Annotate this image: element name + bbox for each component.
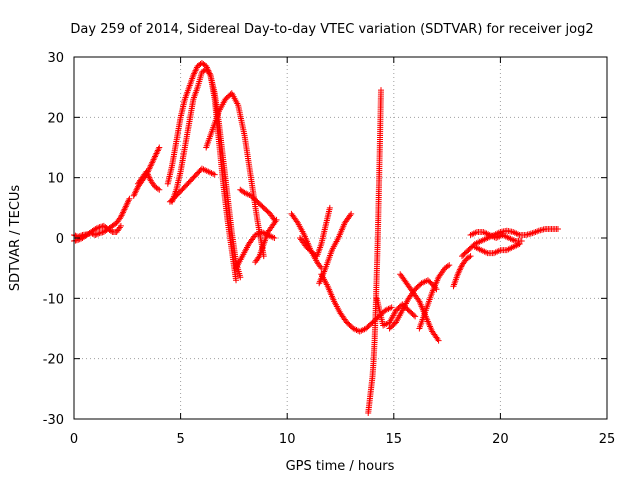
series-arc-16 xyxy=(365,87,385,416)
data-point-marker xyxy=(93,231,100,238)
data-point-marker xyxy=(117,222,124,229)
series-arc-08 xyxy=(203,90,267,260)
series-arc-04 xyxy=(134,168,163,193)
data-point-marker xyxy=(518,238,525,245)
series-arc-12 xyxy=(288,210,325,272)
series-arc-11 xyxy=(252,216,280,266)
data-point-marker xyxy=(95,230,102,237)
data-point-marker xyxy=(470,230,477,237)
data-point-marker xyxy=(554,225,561,232)
data-point-marker xyxy=(76,236,83,243)
series-arc-22 xyxy=(459,225,561,260)
x-tick-label: 25 xyxy=(599,432,616,447)
series-arc-15 xyxy=(316,210,355,287)
x-axis-label: GPS time / hours xyxy=(286,459,395,474)
series-arc-19 xyxy=(397,271,442,344)
data-point-marker xyxy=(92,231,99,238)
data-point-marker xyxy=(412,313,419,320)
x-tick-label: 15 xyxy=(386,432,403,447)
series-arc-20 xyxy=(416,262,453,332)
data-point-marker xyxy=(126,195,133,202)
y-tick-label: -30 xyxy=(43,413,64,428)
data-point-marker xyxy=(410,312,417,319)
series-arc-06 xyxy=(169,66,240,284)
data-point-marker xyxy=(92,225,99,232)
data-point-marker xyxy=(156,144,163,151)
data-point-marker xyxy=(385,305,392,312)
data-point-marker xyxy=(467,253,474,260)
x-tick-label: 20 xyxy=(492,432,509,447)
data-point-marker xyxy=(516,241,523,248)
series-arc-23 xyxy=(471,241,523,257)
data-point-marker xyxy=(93,225,100,232)
y-tick-label: 30 xyxy=(47,51,64,66)
x-tick-labels: 0 5 10 15 20 25 xyxy=(70,432,615,447)
y-tick-label: -20 xyxy=(43,353,64,368)
y-tick-label: 20 xyxy=(47,111,64,126)
data-point-marker xyxy=(107,227,114,234)
series-arc-17 xyxy=(373,295,419,329)
data-point-marker xyxy=(446,262,453,269)
data-point-marker xyxy=(95,224,102,231)
data-point-marker xyxy=(154,185,161,192)
data-point-marker xyxy=(494,248,501,255)
grid xyxy=(74,57,607,419)
chart-title: Day 259 of 2014, Sidereal Day-to-day VTE… xyxy=(70,22,593,37)
series-arc-07 xyxy=(166,165,218,205)
data-point-marker xyxy=(271,235,278,241)
data-point-marker xyxy=(233,277,240,284)
data-marks xyxy=(71,60,561,416)
data-point-marker xyxy=(353,327,360,334)
data-point-marker xyxy=(444,263,451,270)
series-arc-01 xyxy=(71,195,133,240)
data-point-marker xyxy=(273,216,280,223)
series-arc-13 xyxy=(296,204,333,260)
data-point-marker xyxy=(388,304,395,311)
series-arc-21 xyxy=(450,253,474,290)
axis-ticks xyxy=(73,56,608,420)
y-tick-label: -10 xyxy=(43,292,64,307)
data-point-marker xyxy=(240,188,247,195)
data-point-marker xyxy=(211,171,218,178)
data-point-marker xyxy=(466,254,473,261)
series-arc-24 xyxy=(467,228,525,245)
data-point-marker xyxy=(359,327,366,334)
data-point-marker xyxy=(237,274,244,281)
data-point-marker xyxy=(156,186,163,193)
y-tick-label: 10 xyxy=(47,172,64,187)
data-point-marker xyxy=(378,87,385,94)
x-tick-label: 10 xyxy=(279,432,296,447)
y-axis-label: SDTVAR / TECUs xyxy=(8,185,23,292)
x-tick-label: 5 xyxy=(176,432,184,447)
data-point-marker xyxy=(326,204,333,211)
y-tick-labels: -30 -20 -10 0 10 20 30 xyxy=(43,51,64,428)
data-point-marker xyxy=(348,210,355,217)
x-tick-label: 0 xyxy=(70,432,78,447)
y-tick-label: 0 xyxy=(56,232,64,247)
data-point-marker xyxy=(435,337,442,344)
